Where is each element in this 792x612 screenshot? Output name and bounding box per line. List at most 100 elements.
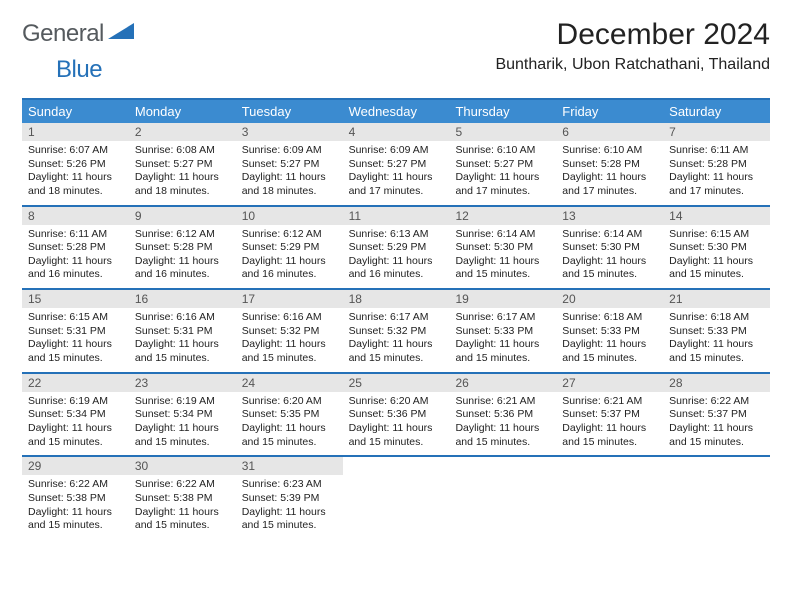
brand-triangle-icon [108, 21, 134, 44]
day-number: 15 [22, 290, 129, 308]
calendar-cell: 23Sunrise: 6:19 AMSunset: 5:34 PMDayligh… [129, 374, 236, 456]
day-details: Sunrise: 6:09 AMSunset: 5:27 PMDaylight:… [343, 141, 450, 205]
day-details: Sunrise: 6:12 AMSunset: 5:28 PMDaylight:… [129, 225, 236, 289]
calendar-cell: 13Sunrise: 6:14 AMSunset: 5:30 PMDayligh… [556, 207, 663, 289]
day-number: 4 [343, 123, 450, 141]
day-number: 24 [236, 374, 343, 392]
col-header: Tuesday [236, 100, 343, 123]
day-number: 11 [343, 207, 450, 225]
day-details: Sunrise: 6:18 AMSunset: 5:33 PMDaylight:… [663, 308, 770, 372]
day-details: Sunrise: 6:12 AMSunset: 5:29 PMDaylight:… [236, 225, 343, 289]
day-details: Sunrise: 6:11 AMSunset: 5:28 PMDaylight:… [663, 141, 770, 205]
calendar-cell: 4Sunrise: 6:09 AMSunset: 5:27 PMDaylight… [343, 123, 450, 205]
day-number: 9 [129, 207, 236, 225]
calendar-week-row: 15Sunrise: 6:15 AMSunset: 5:31 PMDayligh… [22, 290, 770, 374]
day-details: Sunrise: 6:21 AMSunset: 5:37 PMDaylight:… [556, 392, 663, 456]
calendar-cell: 2Sunrise: 6:08 AMSunset: 5:27 PMDaylight… [129, 123, 236, 205]
day-details: Sunrise: 6:20 AMSunset: 5:36 PMDaylight:… [343, 392, 450, 456]
day-details: Sunrise: 6:13 AMSunset: 5:29 PMDaylight:… [343, 225, 450, 289]
calendar-cell: 27Sunrise: 6:21 AMSunset: 5:37 PMDayligh… [556, 374, 663, 456]
day-number: 6 [556, 123, 663, 141]
calendar-cell: 29Sunrise: 6:22 AMSunset: 5:38 PMDayligh… [22, 457, 129, 539]
calendar-cell: 30Sunrise: 6:22 AMSunset: 5:38 PMDayligh… [129, 457, 236, 539]
day-number: 26 [449, 374, 556, 392]
day-number: 13 [556, 207, 663, 225]
location-text: Buntharik, Ubon Ratchathani, Thailand [495, 56, 770, 74]
day-number: 20 [556, 290, 663, 308]
calendar-cell: 5Sunrise: 6:10 AMSunset: 5:27 PMDaylight… [449, 123, 556, 205]
calendar-cell: 31Sunrise: 6:23 AMSunset: 5:39 PMDayligh… [236, 457, 343, 539]
day-details [663, 475, 770, 498]
calendar-cell: 10Sunrise: 6:12 AMSunset: 5:29 PMDayligh… [236, 207, 343, 289]
calendar-week-row: 29Sunrise: 6:22 AMSunset: 5:38 PMDayligh… [22, 457, 770, 539]
calendar-cell: 22Sunrise: 6:19 AMSunset: 5:34 PMDayligh… [22, 374, 129, 456]
calendar-header-row: Sunday Monday Tuesday Wednesday Thursday… [22, 100, 770, 123]
calendar-cell: 28Sunrise: 6:22 AMSunset: 5:37 PMDayligh… [663, 374, 770, 456]
day-number: 8 [22, 207, 129, 225]
calendar-cell: 9Sunrise: 6:12 AMSunset: 5:28 PMDaylight… [129, 207, 236, 289]
calendar-week-row: 8Sunrise: 6:11 AMSunset: 5:28 PMDaylight… [22, 207, 770, 291]
calendar-cell: 7Sunrise: 6:11 AMSunset: 5:28 PMDaylight… [663, 123, 770, 205]
calendar-cell: 18Sunrise: 6:17 AMSunset: 5:32 PMDayligh… [343, 290, 450, 372]
calendar-cell [343, 457, 450, 539]
day-number: 23 [129, 374, 236, 392]
day-number [343, 457, 450, 475]
day-details: Sunrise: 6:15 AMSunset: 5:30 PMDaylight:… [663, 225, 770, 289]
day-details: Sunrise: 6:07 AMSunset: 5:26 PMDaylight:… [22, 141, 129, 205]
day-number: 21 [663, 290, 770, 308]
col-header: Sunday [22, 100, 129, 123]
day-details: Sunrise: 6:23 AMSunset: 5:39 PMDaylight:… [236, 475, 343, 539]
calendar-cell [449, 457, 556, 539]
day-number: 18 [343, 290, 450, 308]
day-details: Sunrise: 6:21 AMSunset: 5:36 PMDaylight:… [449, 392, 556, 456]
day-details: Sunrise: 6:14 AMSunset: 5:30 PMDaylight:… [556, 225, 663, 289]
calendar-cell [663, 457, 770, 539]
brand-logo: General [22, 18, 136, 48]
day-details: Sunrise: 6:16 AMSunset: 5:31 PMDaylight:… [129, 308, 236, 372]
calendar-cell: 26Sunrise: 6:21 AMSunset: 5:36 PMDayligh… [449, 374, 556, 456]
day-details: Sunrise: 6:22 AMSunset: 5:37 PMDaylight:… [663, 392, 770, 456]
calendar-cell: 20Sunrise: 6:18 AMSunset: 5:33 PMDayligh… [556, 290, 663, 372]
month-title: December 2024 [495, 18, 770, 52]
calendar-cell: 15Sunrise: 6:15 AMSunset: 5:31 PMDayligh… [22, 290, 129, 372]
day-details: Sunrise: 6:14 AMSunset: 5:30 PMDaylight:… [449, 225, 556, 289]
day-number: 31 [236, 457, 343, 475]
day-details [343, 475, 450, 498]
calendar-cell: 1Sunrise: 6:07 AMSunset: 5:26 PMDaylight… [22, 123, 129, 205]
day-number: 5 [449, 123, 556, 141]
day-details: Sunrise: 6:10 AMSunset: 5:28 PMDaylight:… [556, 141, 663, 205]
day-details: Sunrise: 6:22 AMSunset: 5:38 PMDaylight:… [22, 475, 129, 539]
calendar-cell: 19Sunrise: 6:17 AMSunset: 5:33 PMDayligh… [449, 290, 556, 372]
calendar-cell [556, 457, 663, 539]
col-header: Friday [556, 100, 663, 123]
brand-word-2: Blue [56, 56, 102, 83]
day-number: 3 [236, 123, 343, 141]
calendar-week-row: 22Sunrise: 6:19 AMSunset: 5:34 PMDayligh… [22, 374, 770, 458]
calendar-cell: 12Sunrise: 6:14 AMSunset: 5:30 PMDayligh… [449, 207, 556, 289]
day-number: 14 [663, 207, 770, 225]
day-number: 19 [449, 290, 556, 308]
day-details: Sunrise: 6:11 AMSunset: 5:28 PMDaylight:… [22, 225, 129, 289]
day-details: Sunrise: 6:15 AMSunset: 5:31 PMDaylight:… [22, 308, 129, 372]
col-header: Thursday [449, 100, 556, 123]
day-details: Sunrise: 6:16 AMSunset: 5:32 PMDaylight:… [236, 308, 343, 372]
calendar-table: Sunday Monday Tuesday Wednesday Thursday… [22, 98, 770, 539]
calendar-cell: 8Sunrise: 6:11 AMSunset: 5:28 PMDaylight… [22, 207, 129, 289]
col-header: Monday [129, 100, 236, 123]
day-details: Sunrise: 6:20 AMSunset: 5:35 PMDaylight:… [236, 392, 343, 456]
calendar-cell: 16Sunrise: 6:16 AMSunset: 5:31 PMDayligh… [129, 290, 236, 372]
day-number: 25 [343, 374, 450, 392]
day-details [556, 475, 663, 498]
calendar-cell: 3Sunrise: 6:09 AMSunset: 5:27 PMDaylight… [236, 123, 343, 205]
day-number: 2 [129, 123, 236, 141]
day-number: 29 [22, 457, 129, 475]
day-number [449, 457, 556, 475]
day-number [556, 457, 663, 475]
calendar-cell: 14Sunrise: 6:15 AMSunset: 5:30 PMDayligh… [663, 207, 770, 289]
day-details: Sunrise: 6:08 AMSunset: 5:27 PMDaylight:… [129, 141, 236, 205]
calendar-cell: 25Sunrise: 6:20 AMSunset: 5:36 PMDayligh… [343, 374, 450, 456]
calendar-cell: 21Sunrise: 6:18 AMSunset: 5:33 PMDayligh… [663, 290, 770, 372]
col-header: Saturday [663, 100, 770, 123]
day-number: 7 [663, 123, 770, 141]
day-details: Sunrise: 6:19 AMSunset: 5:34 PMDaylight:… [129, 392, 236, 456]
